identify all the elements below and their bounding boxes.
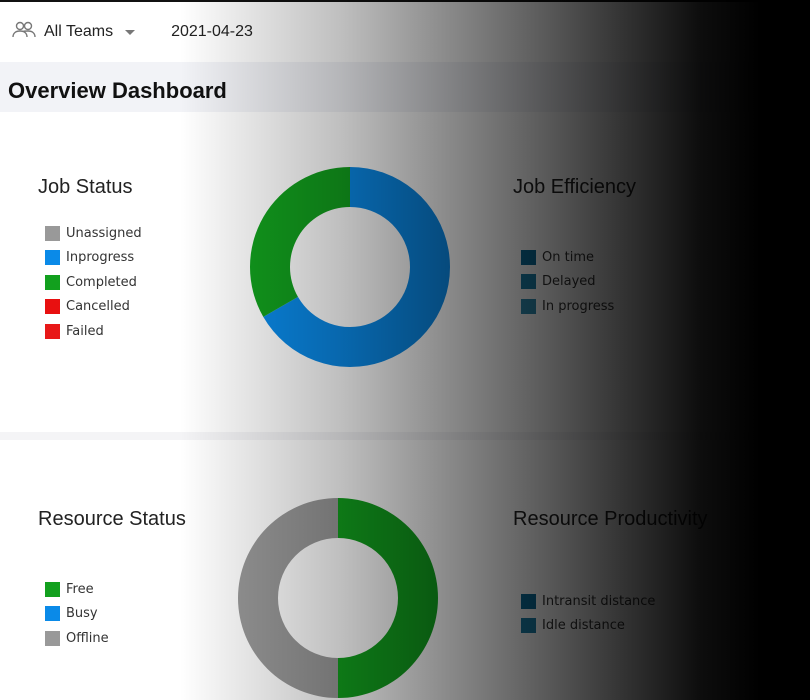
legend-swatch: [45, 606, 60, 622]
job-status-legend: Unassigned Inprogress Completed Cancelled Fa…: [45, 221, 142, 344]
chevron-down-icon: [125, 29, 136, 35]
resource-status-legend: Free Busy Offline: [45, 577, 109, 651]
legend-swatch: [45, 630, 60, 646]
legend-label: In progress: [542, 298, 615, 314]
donut-slice-completed[interactable]: [249, 167, 350, 317]
legend-item[interactable]: Failed: [45, 319, 142, 344]
job-status-title: Job Status: [38, 176, 133, 198]
legend-swatch: [521, 593, 536, 609]
team-label: All Teams: [44, 23, 114, 40]
top-bar: All Teams 2021-04-23: [0, 0, 810, 62]
legend-item[interactable]: Idle distance: [521, 614, 655, 639]
legend-swatch: [45, 225, 60, 241]
legend-label: Cancelled: [66, 299, 130, 315]
job-efficiency-title: Job Efficiency: [513, 176, 637, 198]
job-efficiency-legend: On time Delayed In progress: [521, 245, 614, 319]
legend-swatch: [521, 618, 536, 634]
job-status-donut: [249, 167, 450, 367]
legend-item[interactable]: Intransit distance: [521, 589, 655, 614]
legend-label: Delayed: [542, 274, 596, 290]
legend-swatch: [45, 250, 60, 266]
legend-label: Completed: [66, 274, 137, 290]
legend-item[interactable]: On time: [521, 245, 614, 270]
legend-item[interactable]: Inprogress: [45, 246, 142, 271]
team-icon: [12, 21, 36, 44]
legend-item[interactable]: Busy: [45, 602, 109, 627]
legend-label: Failed: [66, 323, 104, 339]
legend-swatch: [521, 298, 536, 314]
legend-label: Inprogress: [66, 250, 135, 266]
legend-label: Offline: [66, 630, 109, 646]
legend-item[interactable]: Unassigned: [45, 221, 142, 246]
legend-item[interactable]: Offline: [45, 626, 109, 651]
resource-status-title: Resource Status: [38, 508, 186, 530]
legend-item[interactable]: Cancelled: [45, 295, 142, 320]
donut-slice-free[interactable]: [338, 498, 438, 698]
date-picker[interactable]: 2021-04-23: [171, 23, 253, 40]
resource-productivity-title: Resource Productivity: [513, 508, 708, 530]
legend-item[interactable]: Free: [45, 577, 109, 602]
section-divider: [0, 432, 810, 440]
resource-productivity-legend: Intransit distance Idle distance: [521, 589, 655, 638]
legend-swatch: [45, 299, 60, 315]
page-title: Overview Dashboard: [8, 78, 227, 103]
legend-swatch: [45, 323, 60, 339]
legend-label: Idle distance: [542, 618, 625, 634]
legend-item[interactable]: Completed: [45, 270, 142, 295]
legend-swatch: [521, 249, 536, 265]
legend-swatch: [45, 274, 60, 290]
resource-status-donut: [238, 498, 438, 698]
donut-slice-offline[interactable]: [238, 498, 338, 698]
legend-swatch: [521, 274, 536, 290]
legend-item[interactable]: Delayed: [521, 270, 614, 295]
legend-swatch: [45, 581, 60, 597]
legend-item[interactable]: In progress: [521, 294, 614, 319]
legend-label: Intransit distance: [542, 593, 656, 609]
legend-label: Busy: [66, 606, 98, 622]
legend-label: On time: [542, 249, 594, 265]
legend-label: Free: [66, 581, 94, 597]
legend-label: Unassigned: [66, 225, 142, 241]
team-selector[interactable]: All Teams: [12, 21, 136, 44]
